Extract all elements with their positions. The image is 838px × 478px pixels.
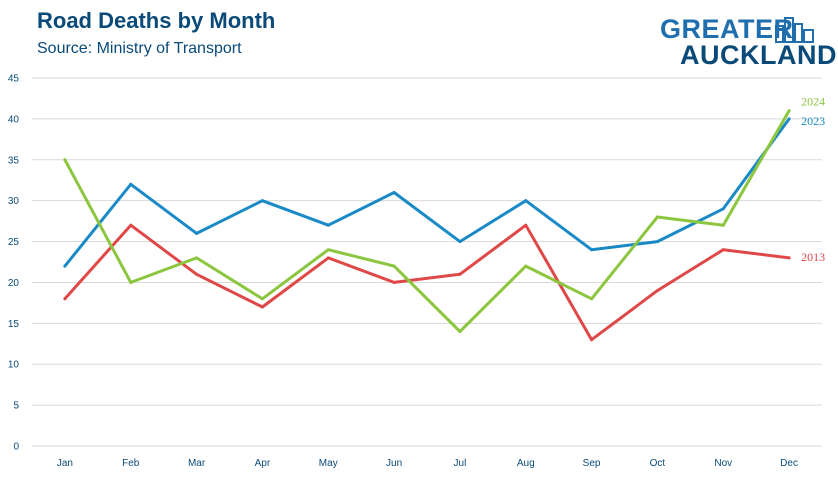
data-point-2023	[524, 199, 528, 203]
y-tick-label: 35	[8, 155, 20, 166]
y-axis-ticks: 0 5 10 15 20 25 30 35 40 45	[8, 74, 20, 453]
x-tick-label: Jul	[454, 458, 467, 469]
data-point-2023	[326, 223, 330, 227]
x-tick-label: Aug	[517, 458, 535, 469]
data-point-2013	[458, 272, 462, 276]
series-line-2024	[63, 109, 791, 333]
x-tick-label: Jun	[386, 458, 402, 469]
data-point-2024	[655, 215, 659, 219]
logo-auckland-text: AUCKLAND	[680, 40, 837, 70]
city-skyline-icon	[775, 17, 814, 43]
y-tick-label: 5	[13, 401, 19, 412]
data-point-2024	[458, 330, 462, 334]
data-point-2013	[260, 305, 264, 309]
data-point-2013	[721, 248, 725, 252]
x-tick-label: Feb	[122, 458, 140, 469]
series-lines	[63, 109, 791, 342]
data-point-2013	[787, 256, 791, 260]
series-line-2013	[63, 223, 791, 342]
data-point-2013	[590, 338, 594, 342]
data-point-2023	[721, 207, 725, 211]
x-tick-label: Apr	[255, 458, 271, 469]
logo-greater-text: GREATER	[660, 14, 794, 44]
data-point-2023	[63, 264, 67, 268]
x-tick-label: Jan	[57, 458, 73, 469]
data-point-2024	[326, 248, 330, 252]
data-point-2013	[326, 256, 330, 260]
data-point-2023	[655, 240, 659, 244]
greater-auckland-logo: GREATER AUCKLAND	[660, 14, 836, 70]
y-tick-label: 25	[8, 237, 20, 248]
data-point-2024	[392, 264, 396, 268]
data-point-2013	[129, 223, 133, 227]
data-point-2013	[392, 280, 396, 284]
data-point-2023	[195, 231, 199, 235]
data-point-2023	[458, 240, 462, 244]
x-axis-ticks: Jan Feb Mar Apr May Jun Jul Aug Sep Oct Nov Dec	[57, 458, 798, 469]
x-tick-label: Mar	[188, 458, 206, 469]
series-label-2013: 2013	[801, 250, 825, 264]
data-point-2024	[721, 223, 725, 227]
data-point-2013	[655, 289, 659, 293]
data-point-2024	[129, 280, 133, 284]
y-tick-label: 15	[8, 319, 20, 330]
data-point-2013	[63, 297, 67, 301]
y-tick-label: 30	[8, 196, 20, 207]
data-point-2024	[260, 297, 264, 301]
data-point-2024	[195, 256, 199, 260]
x-tick-label: Nov	[714, 458, 732, 469]
x-tick-label: May	[319, 458, 338, 469]
data-point-2023	[590, 248, 594, 252]
gridlines	[32, 77, 822, 447]
data-point-2024	[787, 109, 791, 113]
y-tick-label: 0	[13, 442, 19, 453]
series-label-2024: 2024	[801, 95, 825, 109]
data-point-2023	[260, 199, 264, 203]
y-tick-label: 20	[8, 278, 20, 289]
y-tick-label: 45	[8, 74, 20, 85]
chart-title: Road Deaths by Month	[37, 8, 276, 33]
series-label-2023: 2023	[801, 114, 825, 128]
data-point-2013	[524, 223, 528, 227]
x-tick-label: Dec	[780, 458, 798, 469]
x-tick-label: Sep	[583, 458, 601, 469]
data-point-2024	[524, 264, 528, 268]
data-point-2024	[590, 297, 594, 301]
x-tick-label: Oct	[650, 458, 666, 469]
series-line-2023	[63, 117, 791, 268]
data-point-2023	[129, 182, 133, 186]
data-point-2024	[63, 158, 67, 162]
data-point-2023	[787, 117, 791, 121]
data-point-2013	[195, 272, 199, 276]
chart-subtitle: Source: Ministry of Transport	[37, 40, 242, 57]
series-labels: 2013 2023 2024	[801, 95, 825, 264]
y-tick-label: 40	[8, 114, 20, 125]
y-tick-label: 10	[8, 360, 20, 371]
data-point-2023	[392, 190, 396, 194]
